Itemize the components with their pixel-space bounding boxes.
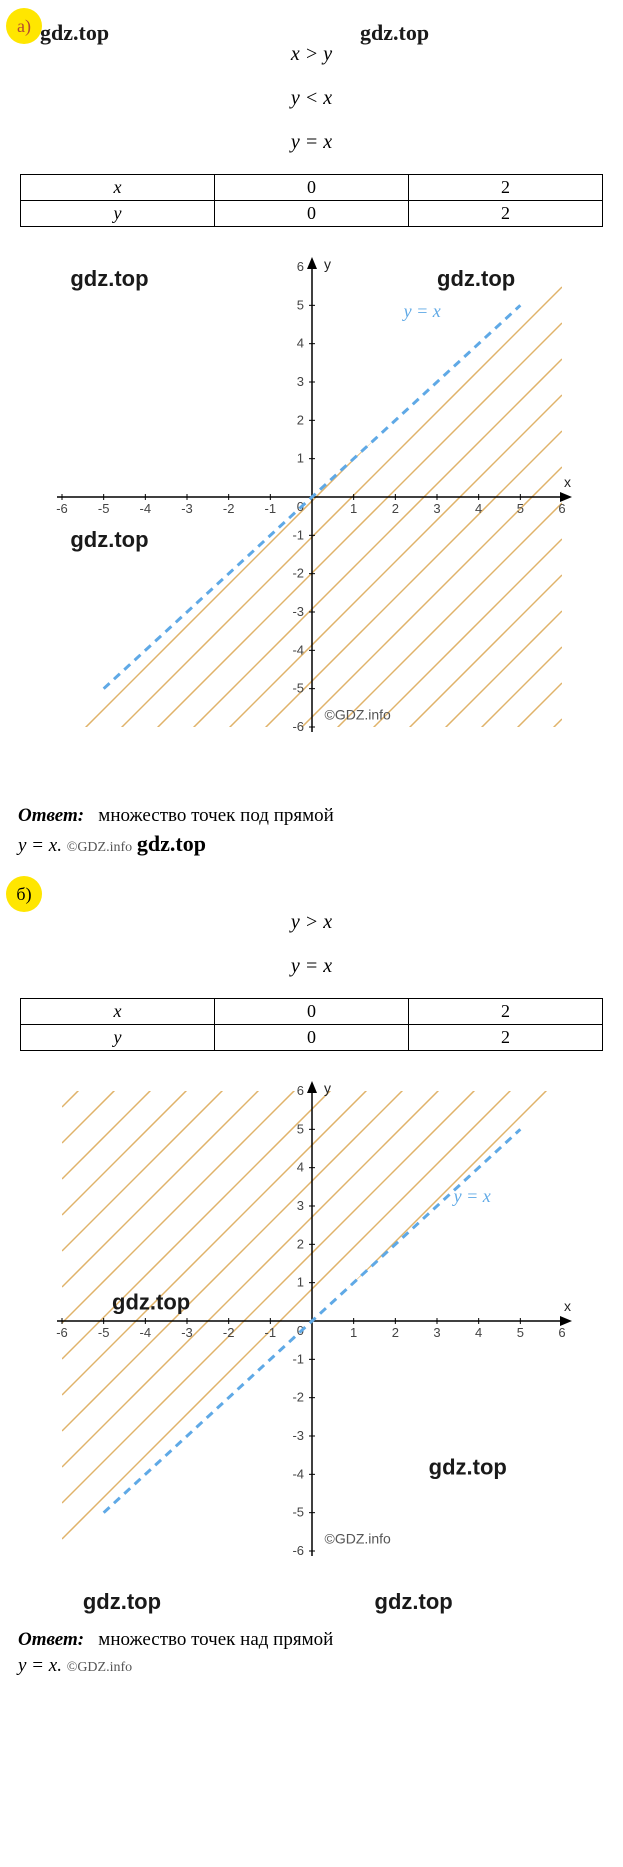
svg-text:3: 3 xyxy=(296,1198,303,1213)
svg-text:-3: -3 xyxy=(292,1428,304,1443)
svg-text:-2: -2 xyxy=(292,566,304,581)
svg-text:3: 3 xyxy=(433,1325,440,1340)
svg-text:-6: -6 xyxy=(56,1325,68,1340)
part-label: а) xyxy=(6,8,42,44)
xy-table: x02y02 xyxy=(20,174,603,227)
answer-text: Ответ: множество точек под прямой y = x.… xyxy=(0,797,623,868)
svg-text:4: 4 xyxy=(475,1325,482,1340)
svg-text:5: 5 xyxy=(296,297,303,312)
svg-text:1: 1 xyxy=(296,451,303,466)
svg-text:2: 2 xyxy=(391,501,398,516)
svg-text:-1: -1 xyxy=(264,501,276,516)
svg-text:©GDZ.info: ©GDZ.info xyxy=(324,1531,391,1547)
svg-text:4: 4 xyxy=(296,336,303,351)
svg-text:-4: -4 xyxy=(292,1467,304,1482)
svg-text:gdz.top: gdz.top xyxy=(82,1589,160,1614)
xy-table: x02y02 xyxy=(20,998,603,1051)
svg-text:gdz.top: gdz.top xyxy=(70,527,148,552)
svg-text:-6: -6 xyxy=(292,1543,304,1558)
svg-text:6: 6 xyxy=(558,1325,565,1340)
svg-text:3: 3 xyxy=(296,374,303,389)
svg-text:2: 2 xyxy=(296,1237,303,1252)
svg-text:1: 1 xyxy=(350,501,357,516)
svg-text:y = x: y = x xyxy=(451,1186,490,1206)
svg-text:6: 6 xyxy=(558,501,565,516)
svg-text:-2: -2 xyxy=(292,1390,304,1405)
answer-text: Ответ: множество точек над прямой y = x.… xyxy=(0,1621,623,1688)
svg-text:4: 4 xyxy=(296,1160,303,1175)
svg-text:-6: -6 xyxy=(292,719,304,734)
svg-text:y: y xyxy=(324,256,331,272)
svg-text:-2: -2 xyxy=(222,1325,234,1340)
svg-text:6: 6 xyxy=(296,1083,303,1098)
svg-text:-4: -4 xyxy=(292,642,304,657)
svg-text:-5: -5 xyxy=(97,501,109,516)
svg-text:-1: -1 xyxy=(264,1325,276,1340)
svg-text:x: x xyxy=(564,1298,571,1314)
svg-text:-4: -4 xyxy=(139,1325,151,1340)
svg-text:x: x xyxy=(564,474,571,490)
svg-text:6: 6 xyxy=(296,259,303,274)
svg-text:-5: -5 xyxy=(97,1325,109,1340)
svg-text:-3: -3 xyxy=(292,604,304,619)
svg-text:-5: -5 xyxy=(292,681,304,696)
svg-text:-5: -5 xyxy=(292,1505,304,1520)
svg-text:1: 1 xyxy=(296,1275,303,1290)
svg-text:-4: -4 xyxy=(139,501,151,516)
svg-text:3: 3 xyxy=(433,501,440,516)
svg-text:gdz.top: gdz.top xyxy=(374,1589,452,1614)
svg-text:-2: -2 xyxy=(222,501,234,516)
svg-text:1: 1 xyxy=(350,1325,357,1340)
svg-text:y = x: y = x xyxy=(401,301,440,321)
svg-text:5: 5 xyxy=(516,1325,523,1340)
svg-text:-1: -1 xyxy=(292,527,304,542)
svg-text:4: 4 xyxy=(475,501,482,516)
svg-text:-6: -6 xyxy=(56,501,68,516)
svg-text:gdz.top: gdz.top xyxy=(428,1455,506,1480)
svg-text:2: 2 xyxy=(296,412,303,427)
svg-text:2: 2 xyxy=(391,1325,398,1340)
coordinate-chart: -6-5-4-3-2-1123456-6-5-4-3-2-11234560xyy… xyxy=(32,1061,592,1621)
svg-text:gdz.top: gdz.top xyxy=(437,266,515,291)
svg-text:-3: -3 xyxy=(181,501,193,516)
svg-text:-3: -3 xyxy=(181,1325,193,1340)
svg-text:5: 5 xyxy=(296,1122,303,1137)
svg-text:gdz.top: gdz.top xyxy=(112,1290,190,1315)
svg-text:y: y xyxy=(324,1080,331,1096)
svg-text:gdz.top: gdz.top xyxy=(70,266,148,291)
part-label: б) xyxy=(6,876,42,912)
coordinate-chart: -6-5-4-3-2-1123456-6-5-4-3-2-11234560xyy… xyxy=(32,237,592,797)
svg-text:-1: -1 xyxy=(292,1352,304,1367)
svg-text:©GDZ.info: ©GDZ.info xyxy=(324,706,391,722)
svg-text:5: 5 xyxy=(516,501,523,516)
